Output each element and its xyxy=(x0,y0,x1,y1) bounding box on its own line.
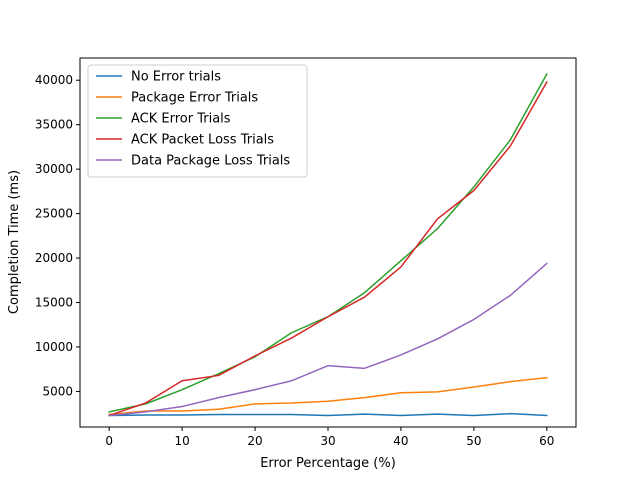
legend-box xyxy=(87,64,308,178)
legend-label: ACK Error Trials xyxy=(131,112,231,127)
x-tick-label: 0 xyxy=(105,434,113,448)
y-axis: 5000 10000 15000 20000 25000 30000 35000 40000 xyxy=(35,73,80,398)
x-axis-label: Error Percentage (%) xyxy=(260,456,396,471)
legend-label: Data Package Loss Trials xyxy=(131,154,290,169)
y-tick-label: 30000 xyxy=(35,162,73,176)
legend-label: Package Error Trials xyxy=(131,91,258,106)
x-tick-label: 10 xyxy=(174,434,189,448)
y-tick-label: 10000 xyxy=(35,340,73,354)
series-layer xyxy=(108,72,548,417)
x-tick-label: 20 xyxy=(247,434,262,448)
y-tick-label: 40000 xyxy=(35,73,73,87)
y-tick-label: 15000 xyxy=(35,296,73,310)
x-tick-label: 30 xyxy=(320,434,335,448)
legend-label: No Error trials xyxy=(131,70,221,85)
series-line-2 xyxy=(108,376,548,416)
y-tick-label: 35000 xyxy=(35,118,73,132)
legend: No Error trials Package Error Trials ACK E… xyxy=(87,64,308,178)
x-tick-label: 50 xyxy=(466,434,481,448)
legend-label: ACK Packet Loss Trials xyxy=(131,133,274,148)
series-line-4 xyxy=(108,80,548,417)
y-tick-label: 20000 xyxy=(35,251,73,265)
x-tick-label: 40 xyxy=(393,434,408,448)
y-tick-label: 5000 xyxy=(42,384,73,398)
series-line-1 xyxy=(108,412,548,417)
series-line-5 xyxy=(108,262,548,417)
x-axis: 0 10 20 30 40 50 60 xyxy=(105,427,554,448)
y-tick-label: 25000 xyxy=(35,207,73,221)
y-axis-label: Completion Time (ms) xyxy=(7,170,22,314)
x-tick-label: 60 xyxy=(539,434,554,448)
